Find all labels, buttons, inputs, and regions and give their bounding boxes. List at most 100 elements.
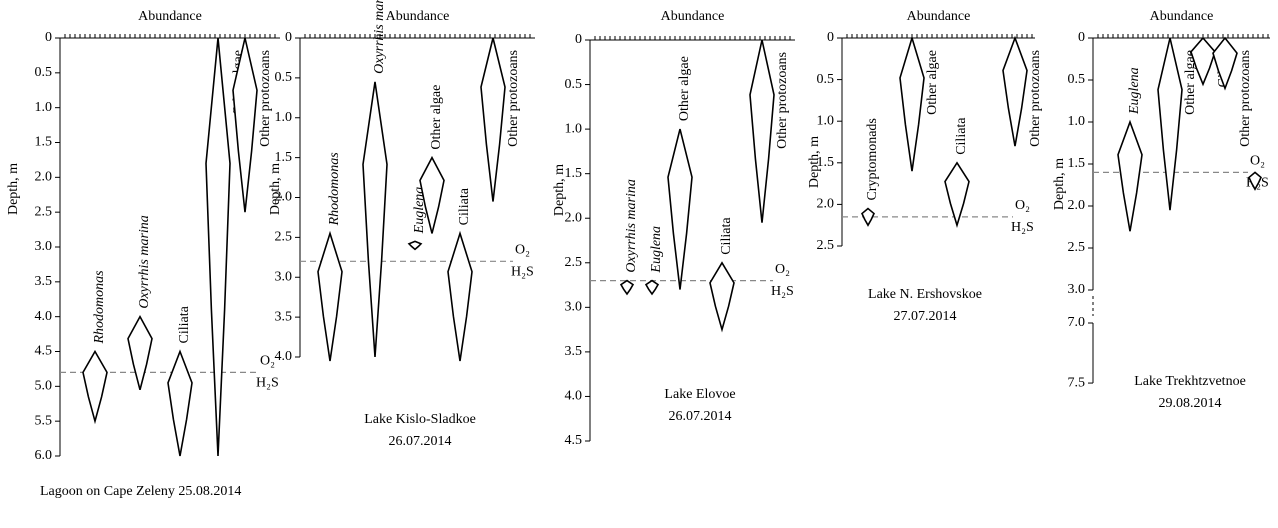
y-tick-label: 0 — [1078, 30, 1085, 45]
y-tick-label: 3.5 — [565, 344, 583, 359]
h2s-label: H₂S — [771, 284, 794, 299]
y-axis-label: Depth, m — [6, 163, 21, 215]
kite — [362, 81, 388, 358]
y-tick-label: 5.0 — [35, 379, 53, 394]
y-tick-label: 0 — [827, 30, 834, 45]
y-tick-label: 2.5 — [35, 204, 53, 219]
y-tick-label: 1.0 — [565, 121, 583, 136]
y-tick-label: 4.5 — [565, 433, 583, 448]
y-tick-label: 1.5 — [275, 150, 293, 165]
y-tick-label: 0 — [45, 30, 52, 45]
o2-label: O₂ — [775, 262, 790, 277]
caption: Lake N. Ershovskoe — [868, 287, 982, 302]
panel-title: Abundance — [1150, 9, 1214, 24]
y-tick-label: 2.0 — [817, 197, 835, 212]
o2-label: O₂ — [260, 354, 275, 369]
y-tick-label: 5.5 — [35, 413, 53, 428]
caption: 26.07.2014 — [389, 434, 452, 449]
kite — [167, 349, 193, 457]
y-tick-label: 1.0 — [275, 110, 293, 125]
y-tick-label: 7.5 — [1068, 375, 1086, 390]
kite — [480, 37, 506, 202]
y-tick-label: 3.5 — [275, 309, 293, 324]
y-tick-label: 3.0 — [1068, 282, 1086, 297]
taxon-label: Oxyrrhis marina — [372, 0, 387, 74]
kite — [1248, 171, 1262, 191]
kite — [667, 128, 693, 290]
y-tick-label: 1.5 — [565, 166, 583, 181]
caption: Lake Kislo-Sladkoe — [364, 412, 476, 427]
caption: 29.08.2014 — [1159, 396, 1222, 411]
kite — [419, 155, 445, 234]
kite — [232, 37, 258, 213]
taxon-label: Other protozoans — [1238, 50, 1253, 147]
taxon-label: Euglena — [1127, 67, 1142, 115]
y-tick-label: 2.5 — [817, 238, 835, 253]
taxon-label: Oxyrrhis marina — [624, 179, 639, 272]
y-tick-label: 6.0 — [35, 448, 53, 463]
taxon-label: Ciliata — [177, 305, 192, 343]
y-tick-label: 2.0 — [565, 210, 583, 225]
taxon-label: Other algae — [677, 56, 692, 121]
kite — [127, 314, 153, 391]
y-tick-label: 3.5 — [35, 274, 53, 289]
kite — [1157, 37, 1183, 211]
taxon-label: Other protozoans — [258, 50, 273, 147]
y-tick-label: 1.5 — [1068, 156, 1086, 171]
y-tick-label: 2.0 — [275, 190, 293, 205]
panel-title: Abundance — [907, 9, 971, 24]
caption: Lagoon on Cape Zeleny 25.08.2014 — [40, 484, 241, 499]
taxon-label: Cryptomonads — [865, 118, 880, 200]
y-axis-label: Depth, m — [1052, 158, 1067, 210]
y-tick-label: 4.5 — [35, 344, 53, 359]
caption: Lake Trekhtzvetnoe — [1134, 374, 1246, 389]
taxon-label: Other algae — [925, 50, 940, 115]
y-axis-label: Depth, m — [552, 164, 567, 216]
y-tick-label: 0.5 — [1068, 72, 1086, 87]
y-tick-label: 1.0 — [817, 113, 835, 128]
kite — [899, 35, 925, 172]
taxon-label: Other protozoans — [775, 52, 790, 149]
y-tick-label: 0 — [575, 32, 582, 47]
kite — [317, 230, 343, 362]
taxon-label: Other algae — [429, 85, 444, 150]
taxon-label: Euglena — [649, 226, 664, 274]
y-tick-label: 3.0 — [275, 269, 293, 284]
taxon-label: Other protozoans — [506, 50, 521, 147]
kite — [82, 349, 108, 425]
y-tick-label: 0.5 — [35, 65, 53, 80]
panel-title: Abundance — [661, 9, 725, 24]
caption: 27.07.2014 — [894, 309, 957, 324]
kite — [944, 161, 970, 228]
taxon-label: Ciliata — [954, 117, 969, 155]
kite — [709, 261, 735, 333]
y-axis-label: Depth, m — [268, 163, 283, 215]
o2-label: O₂ — [515, 243, 530, 258]
y-tick-label: 2.5 — [565, 255, 583, 270]
taxon-label: Oxyrrhis marina — [137, 215, 152, 308]
kite — [205, 37, 231, 457]
h2s-label: H₂S — [256, 376, 279, 391]
taxon-label: Other protozoans — [1028, 50, 1043, 147]
y-tick-label: 3.0 — [565, 300, 583, 315]
taxon-label: Rhodomonas — [327, 152, 342, 227]
o2-label: O₂ — [1015, 198, 1030, 213]
y-tick-label: 1.0 — [1068, 114, 1086, 129]
kite — [644, 279, 660, 296]
taxon-label: Ciliata — [719, 217, 734, 255]
y-tick-label: 2.0 — [1068, 198, 1086, 213]
kite — [749, 39, 775, 223]
kite — [1212, 36, 1238, 91]
o2-label: O₂ — [1250, 154, 1265, 169]
y-tick-label: 4.0 — [565, 389, 583, 404]
kite — [1002, 35, 1028, 147]
taxon-label: Ciliata — [457, 187, 472, 225]
kite — [861, 207, 875, 227]
y-tick-label: 3.0 — [35, 239, 53, 254]
kite — [407, 240, 423, 251]
y-tick-label: 7.0 — [1068, 315, 1086, 330]
y-axis-label: Depth, m — [807, 136, 822, 188]
y-tick-label: 2.5 — [1068, 240, 1086, 255]
y-tick-label: 1.5 — [817, 155, 835, 170]
